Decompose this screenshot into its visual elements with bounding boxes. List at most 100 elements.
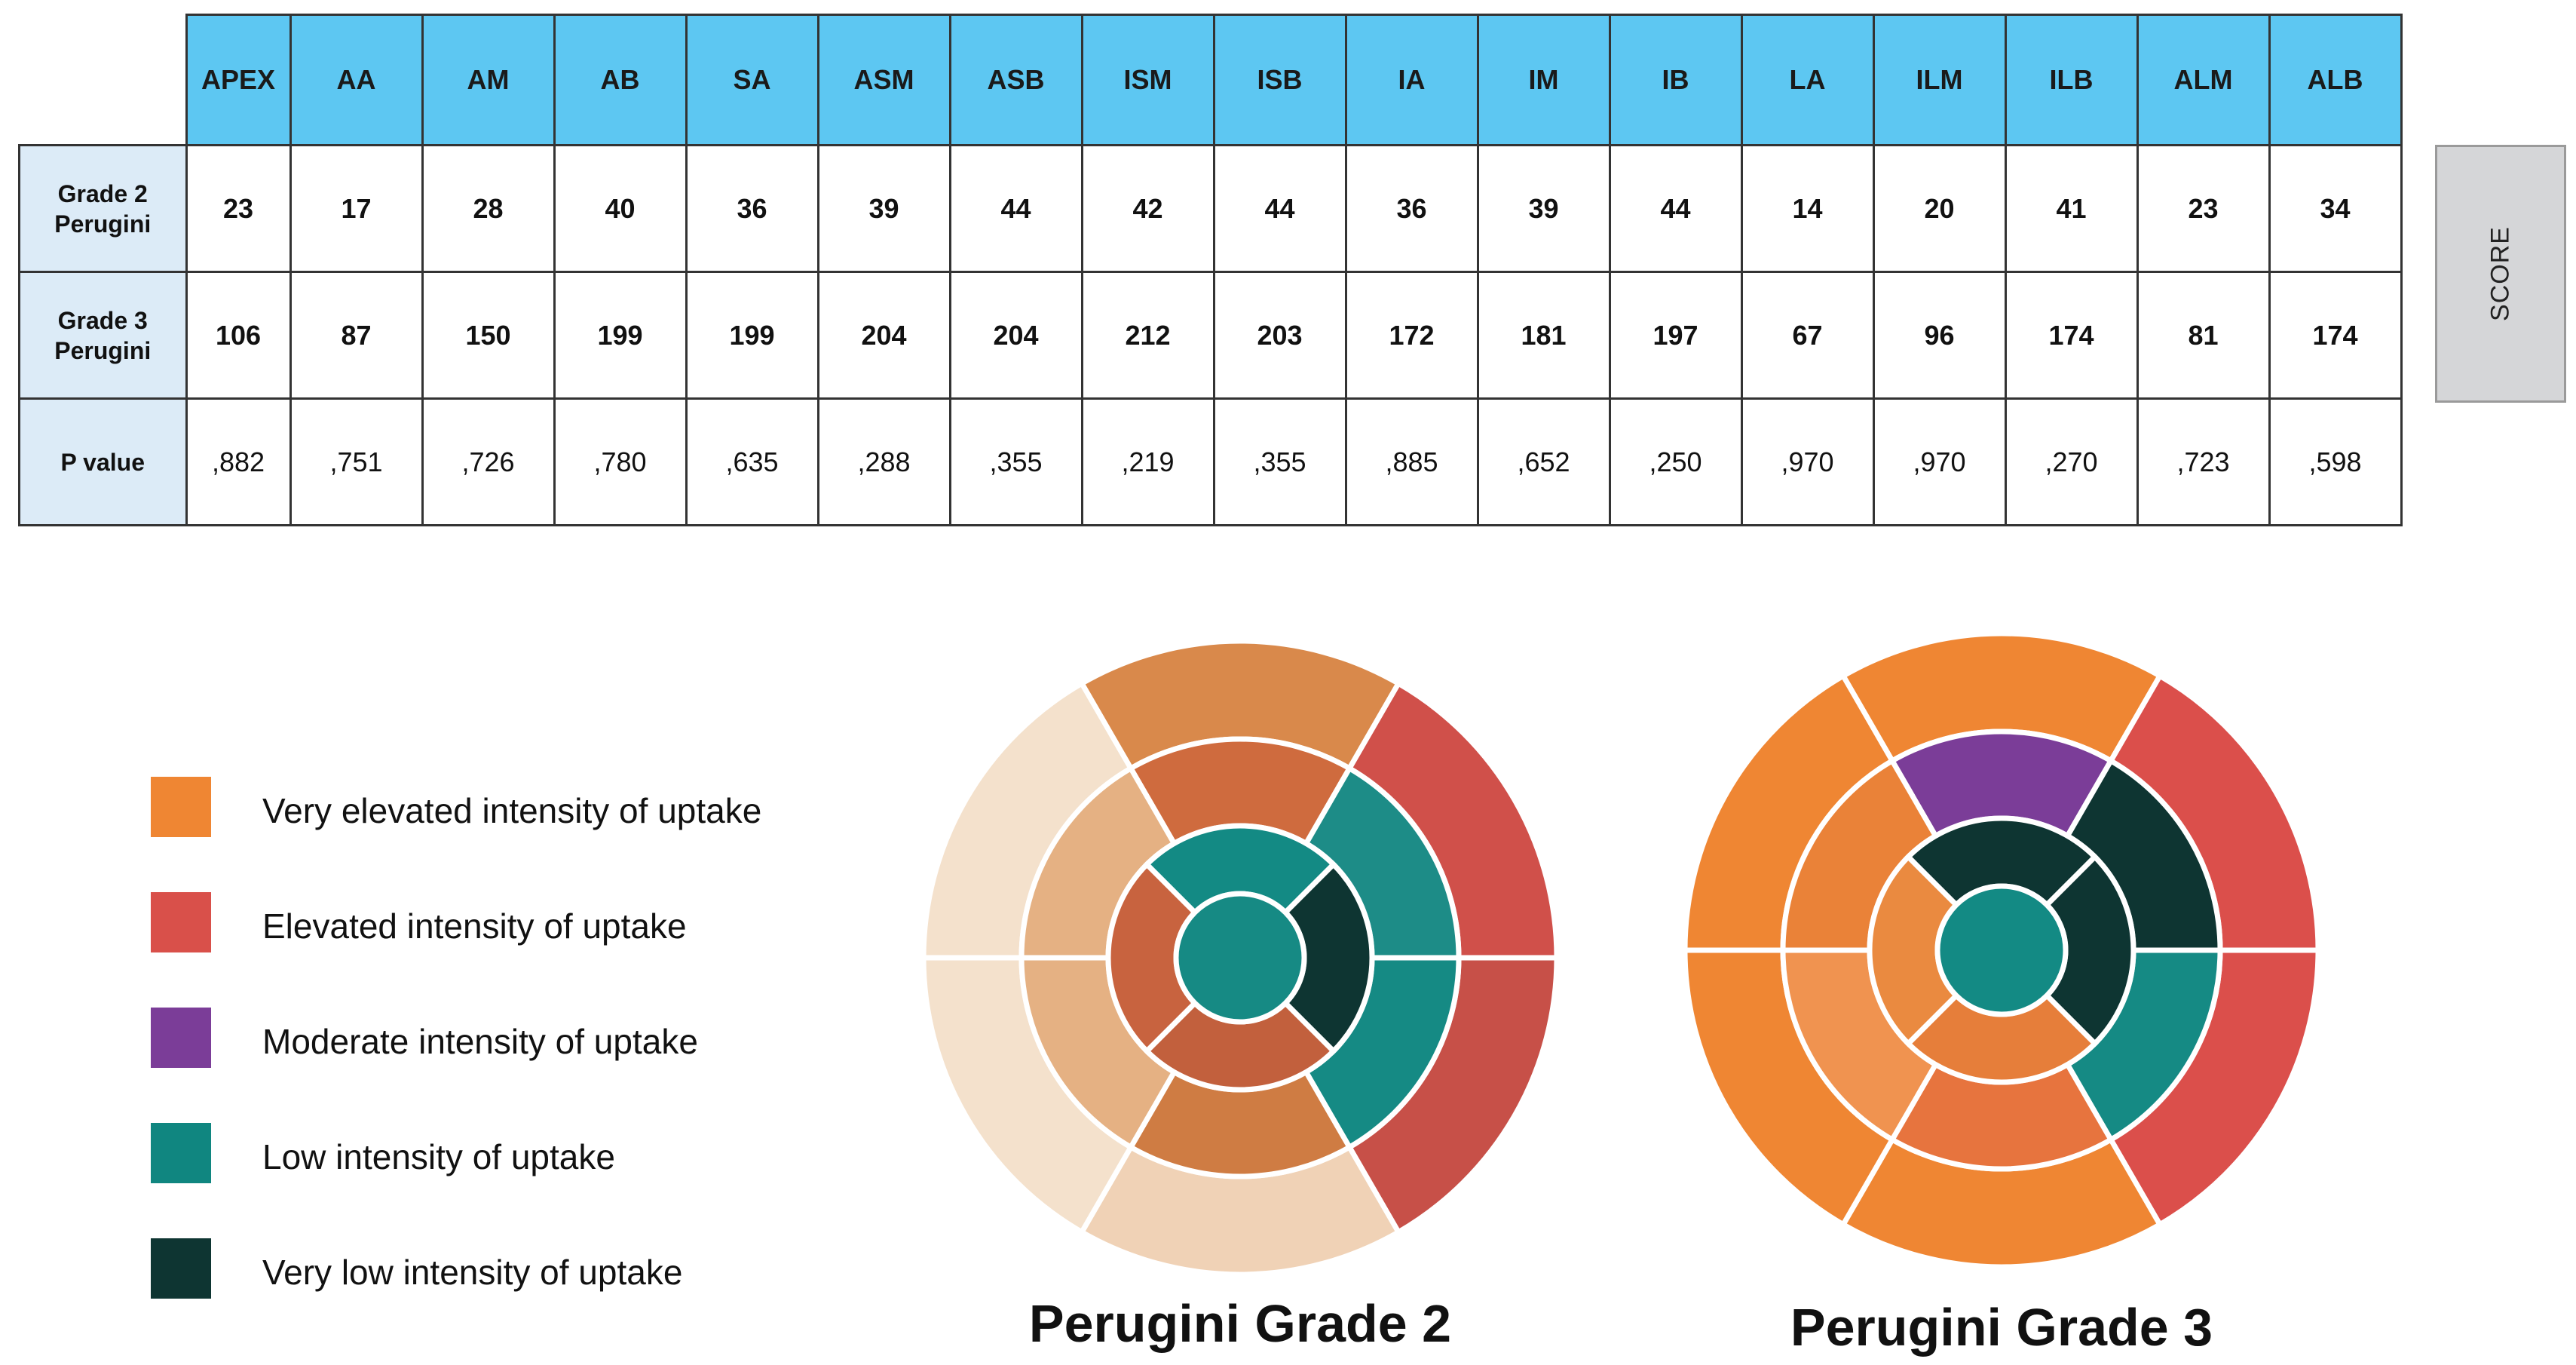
table-cell: ,355 bbox=[948, 397, 1083, 526]
score-label: SCORE bbox=[2486, 226, 2515, 321]
table-cell: ,885 bbox=[1344, 397, 1479, 526]
table-cell: ,970 bbox=[1872, 397, 2007, 526]
table-cell: ,882 bbox=[185, 397, 292, 526]
table-row: Grade 2 Perugini 23 17 28 40 36 39 44 42… bbox=[18, 144, 2403, 273]
column-header: ASB bbox=[948, 14, 1083, 146]
column-header: ALM bbox=[2136, 14, 2271, 146]
column-header: ILB bbox=[2004, 14, 2139, 146]
column-header: ISB bbox=[1212, 14, 1347, 146]
table-cell: 172 bbox=[1344, 271, 1479, 400]
table-cell: 204 bbox=[816, 271, 951, 400]
table-cell: 20 bbox=[1872, 144, 2007, 273]
column-header: IB bbox=[1608, 14, 1743, 146]
table-cell: 14 bbox=[1740, 144, 1875, 273]
bullseye-title: Perugini Grade 3 bbox=[1790, 1298, 2213, 1357]
bullseye-grade-2 bbox=[920, 638, 1560, 1278]
score-table: APEX AA AM AB SA ASM ASB ISM ISB IA IM I… bbox=[18, 14, 2403, 526]
legend-swatch bbox=[151, 1238, 211, 1299]
column-header: IM bbox=[1476, 14, 1611, 146]
table-cell: ,726 bbox=[421, 397, 556, 526]
legend-item: Moderate intensity of uptake bbox=[151, 1008, 829, 1068]
table-cell: 106 bbox=[185, 271, 292, 400]
table-cell: ,598 bbox=[2268, 397, 2403, 526]
table-cell: 40 bbox=[553, 144, 688, 273]
table-cell: 44 bbox=[1212, 144, 1347, 273]
legend-label: Elevated intensity of uptake bbox=[262, 906, 687, 946]
table-cell: 44 bbox=[1608, 144, 1743, 273]
legend-item: Very elevated intensity of uptake bbox=[151, 777, 829, 837]
row-label: Grade 2 Perugini bbox=[54, 179, 152, 238]
score-label-box: SCORE bbox=[2435, 145, 2566, 403]
apex-segment bbox=[1934, 883, 2069, 1017]
table-cell: 41 bbox=[2004, 144, 2139, 273]
column-header: ILM bbox=[1872, 14, 2007, 146]
row-label: P value bbox=[60, 448, 145, 476]
table-cell: 203 bbox=[1212, 271, 1347, 400]
legend-swatch bbox=[151, 1008, 211, 1068]
table-cell: 197 bbox=[1608, 271, 1743, 400]
legend-item: Elevated intensity of uptake bbox=[151, 892, 829, 952]
table-cell: 28 bbox=[421, 144, 556, 273]
table-cell: 39 bbox=[1476, 144, 1611, 273]
legend-label: Very elevated intensity of uptake bbox=[262, 791, 762, 830]
table-cell: 81 bbox=[2136, 271, 2271, 400]
table-cell: 23 bbox=[2136, 144, 2271, 273]
column-header: ISM bbox=[1080, 14, 1215, 146]
column-header: ASM bbox=[816, 14, 951, 146]
column-header: LA bbox=[1740, 14, 1875, 146]
table-cell: ,355 bbox=[1212, 397, 1347, 526]
table-cell: 174 bbox=[2004, 271, 2139, 400]
column-header: SA bbox=[685, 14, 819, 146]
column-header: AA bbox=[289, 14, 424, 146]
legend-item: Low intensity of uptake bbox=[151, 1123, 829, 1183]
row-header: Grade 3 Perugini bbox=[18, 271, 188, 400]
table-cell: 150 bbox=[421, 271, 556, 400]
table-cell: 39 bbox=[816, 144, 951, 273]
table-cell: ,219 bbox=[1080, 397, 1215, 526]
apex-segment bbox=[1173, 891, 1307, 1025]
row-label: Grade 3 Perugini bbox=[54, 306, 152, 364]
table-cell: 23 bbox=[185, 144, 292, 273]
table-cell: 17 bbox=[289, 144, 424, 273]
table-cell: ,288 bbox=[816, 397, 951, 526]
table-cell: 174 bbox=[2268, 271, 2403, 400]
table-cell: 44 bbox=[948, 144, 1083, 273]
table-cell: 42 bbox=[1080, 144, 1215, 273]
table-cell: ,635 bbox=[685, 397, 819, 526]
table-cell: 204 bbox=[948, 271, 1083, 400]
table-cell: 87 bbox=[289, 271, 424, 400]
column-header: IA bbox=[1344, 14, 1479, 146]
table-row: Grade 3 Perugini 106 87 150 199 199 204 … bbox=[18, 271, 2403, 400]
table-cell: 67 bbox=[1740, 271, 1875, 400]
table-cell: ,250 bbox=[1608, 397, 1743, 526]
row-header: Grade 2 Perugini bbox=[18, 144, 188, 273]
legend-swatch bbox=[151, 892, 211, 952]
table-row: P value ,882 ,751 ,726 ,780 ,635 ,288 ,3… bbox=[18, 397, 2403, 526]
table-cell: 96 bbox=[1872, 271, 2007, 400]
column-header: AB bbox=[553, 14, 688, 146]
table-cell: 212 bbox=[1080, 271, 1215, 400]
table-cell: ,780 bbox=[553, 397, 688, 526]
legend-label: Moderate intensity of uptake bbox=[262, 1022, 698, 1061]
table-cell: ,970 bbox=[1740, 397, 1875, 526]
table-cell: ,751 bbox=[289, 397, 424, 526]
column-header: APEX bbox=[185, 14, 292, 146]
legend-item: Very low intensity of uptake bbox=[151, 1238, 829, 1299]
table-header-row: APEX AA AM AB SA ASM ASB ISM ISB IA IM I… bbox=[19, 14, 2403, 146]
bullseye-title: Perugini Grade 2 bbox=[1028, 1294, 1452, 1353]
table-cell: 34 bbox=[2268, 144, 2403, 273]
legend-swatch bbox=[151, 777, 211, 837]
table-corner bbox=[19, 14, 186, 146]
row-header: P value bbox=[18, 397, 188, 526]
column-header: ALB bbox=[2268, 14, 2403, 146]
table-cell: ,723 bbox=[2136, 397, 2271, 526]
column-header: AM bbox=[421, 14, 556, 146]
table-cell: ,270 bbox=[2004, 397, 2139, 526]
table-cell: 199 bbox=[685, 271, 819, 400]
table-cell: ,652 bbox=[1476, 397, 1611, 526]
legend-label: Low intensity of uptake bbox=[262, 1137, 615, 1176]
table-cell: 36 bbox=[1344, 144, 1479, 273]
bullseye-grade-3 bbox=[1682, 630, 2321, 1270]
table-cell: 199 bbox=[553, 271, 688, 400]
legend-label: Very low intensity of uptake bbox=[262, 1253, 683, 1292]
